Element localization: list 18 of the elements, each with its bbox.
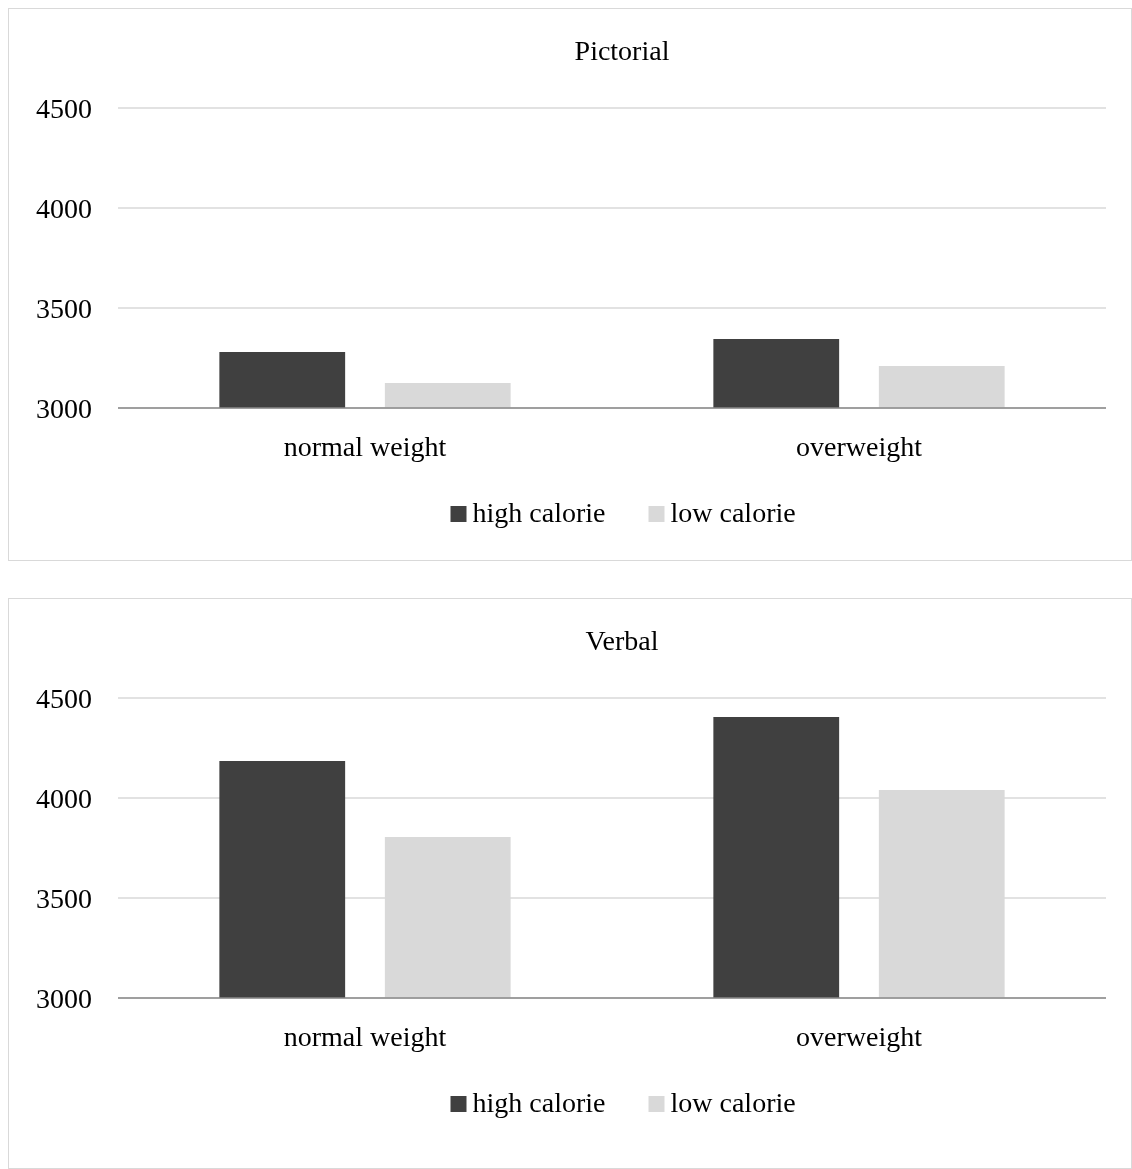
x-tick-label: normal weight <box>283 1021 447 1052</box>
chart-title: Pictorial <box>574 35 670 66</box>
legend-label: low calorie <box>670 497 796 528</box>
y-tick-label: 4000 <box>36 192 92 224</box>
y-tick-label: 3000 <box>36 392 92 424</box>
x-tick-label: normal weight <box>283 431 447 462</box>
y-tick-label: 4500 <box>36 682 92 714</box>
y-tick-label: 3500 <box>36 882 92 914</box>
y-tick-label: 3000 <box>36 982 92 1014</box>
x-tick-label: overweight <box>796 431 923 462</box>
y-tick-label: 4000 <box>36 782 92 814</box>
y-tick-label: 4500 <box>36 92 92 124</box>
legend-label: high calorie <box>472 497 606 528</box>
x-tick-label: overweight <box>796 1021 923 1052</box>
y-tick-label: 3500 <box>36 292 92 324</box>
legend-label: high calorie <box>472 1087 606 1118</box>
chart-title: Verbal <box>585 625 659 656</box>
legend-label: low calorie <box>670 1087 796 1118</box>
